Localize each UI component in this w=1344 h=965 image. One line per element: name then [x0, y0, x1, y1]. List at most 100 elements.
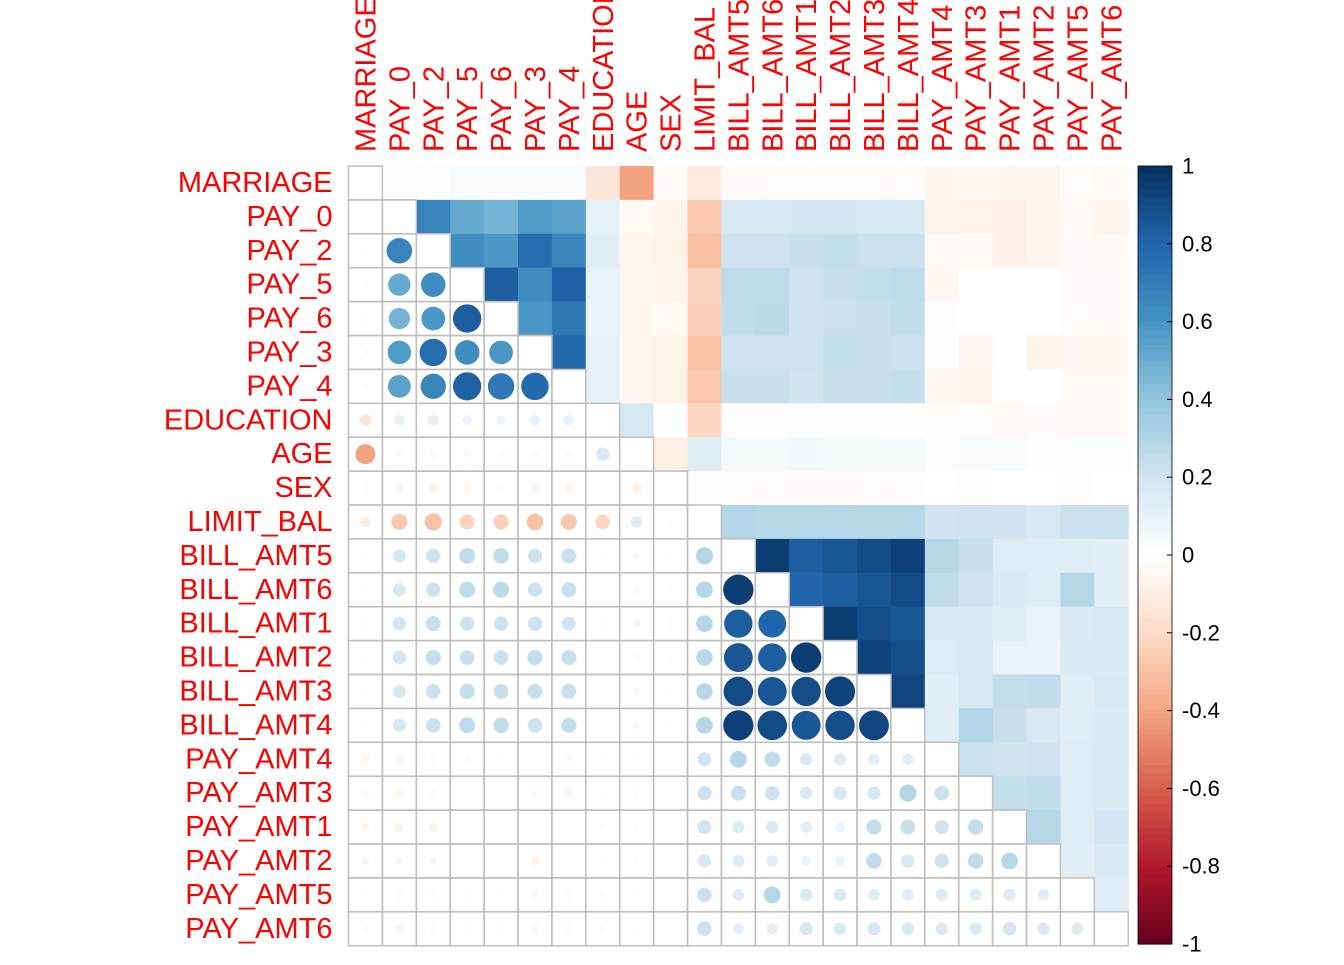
upper-cell-pay-3-bill-amt2	[823, 335, 858, 370]
row-label-education: EDUCATION	[164, 404, 333, 436]
lower-circle-pay-amt2-pay-amt4	[934, 853, 949, 869]
colorbar-swatch	[1138, 757, 1172, 766]
upper-cell-bill-amt1-bill-amt2	[823, 606, 858, 642]
colorbar-tick-label: 0.2	[1182, 465, 1213, 490]
lower-circle-pay-amt6-bill-amt5	[732, 923, 744, 935]
grid-cell	[822, 639, 858, 676]
upper-cell-pay-5-sex	[653, 267, 689, 303]
row-label-pay-0: PAY_0	[247, 201, 333, 233]
upper-cell-bill-amt3-pay-amt3	[958, 674, 994, 709]
lower-circle-pay-amt5-bill-amt1	[799, 888, 813, 902]
upper-cell-bill-amt6-pay-amt6	[1094, 572, 1129, 608]
upper-cell-limit-bal-pay-amt3	[958, 505, 994, 540]
lower-circle-limit-bal-pay-5	[459, 514, 475, 530]
upper-cell-pay-4-bill-amt4	[890, 369, 926, 404]
upper-cell-bill-amt5-pay-amt4	[924, 538, 960, 574]
lower-circle-age-education	[596, 447, 610, 461]
lower-circle-bill-amt1-age	[632, 619, 641, 628]
grid-cell	[415, 233, 451, 269]
upper-cell-pay-5-pay-amt4	[924, 267, 960, 303]
colorbar-tick-label: -0.8	[1182, 854, 1220, 879]
colorbar-swatch	[1138, 477, 1172, 486]
lower-circle-pay-amt1-pay-5	[466, 826, 468, 828]
upper-cell-marriage-pay-amt2	[1026, 166, 1061, 201]
upper-cell-pay-2-pay-amt3	[958, 233, 994, 269]
colorbar-swatch	[1138, 376, 1172, 385]
lower-circle-pay-amt2-marriage	[361, 857, 370, 865]
upper-cell-education-bill-amt3	[857, 403, 892, 438]
upper-cell-pay-amt1-pay-amt2	[1026, 810, 1061, 845]
lower-circle-pay-amt2-bill-amt1	[801, 856, 812, 866]
colorbar-swatch	[1138, 842, 1172, 852]
upper-cell-sex-bill-amt1	[789, 471, 824, 506]
upper-cell-bill-amt1-pay-amt1	[992, 606, 1028, 642]
lower-circle-pay-amt3-bill-amt3	[867, 786, 881, 800]
upper-cell-pay-3-pay-amt2	[1026, 335, 1061, 370]
upper-cell-pay-5-bill-amt6	[755, 267, 790, 303]
upper-cell-pay-5-bill-amt2	[823, 267, 858, 303]
upper-cell-limit-bal-bill-amt2	[823, 505, 858, 540]
upper-cell-pay-0-pay-2	[416, 199, 451, 235]
lower-circle-pay-0-marriage	[363, 215, 368, 219]
upper-cell-pay-0-limit-bal	[687, 199, 722, 235]
colorbar-swatch	[1138, 531, 1172, 541]
upper-cell-bill-amt3-pay-amt1	[992, 674, 1028, 709]
lower-circle-pay-amt6-pay-amt1	[1002, 921, 1017, 936]
lower-circle-bill-amt1-pay-0	[392, 616, 407, 631]
lower-circle-pay-amt6-pay-6	[498, 926, 504, 932]
column-labels: MARRIAGE PAY_0 PAY_2 PAY_5 PAY_6 PAY_3 PAY_4 ED…	[350, 0, 1128, 152]
lower-circle-bill-amt4-limit-bal	[696, 716, 713, 734]
lower-circle-pay-3-pay-2	[419, 338, 447, 367]
lower-circle-pay-amt2-pay-6	[500, 860, 502, 862]
colorbar-swatch	[1138, 881, 1172, 891]
upper-cell-marriage-bill-amt6	[755, 166, 790, 201]
lower-circle-pay-amt3-bill-amt2	[833, 786, 847, 800]
upper-cell-education-age	[619, 403, 655, 438]
upper-cell-pay-2-bill-amt6	[755, 233, 790, 269]
upper-cell-pay-0-bill-amt4	[890, 199, 926, 235]
lower-circle-pay-amt1-pay-3	[534, 826, 536, 828]
upper-cell-marriage-pay-4	[551, 166, 587, 201]
upper-cell-marriage-pay-2	[416, 166, 451, 201]
lower-circle-pay-amt5-pay-4	[565, 891, 572, 898]
lower-circle-pay-amt2-pay-3	[530, 856, 540, 866]
upper-cell-bill-amt6-pay-amt1	[992, 572, 1028, 608]
upper-cell-pay-5-education	[585, 267, 621, 303]
upper-cell-pay-2-pay-amt6	[1094, 233, 1129, 269]
upper-cell-education-bill-amt5	[721, 403, 756, 438]
lower-circle-bill-amt4-bill-amt6	[757, 710, 788, 741]
upper-cell-marriage-bill-amt2	[823, 166, 858, 201]
upper-cell-bill-amt6-bill-amt3	[857, 572, 892, 608]
lower-circle-pay-amt3-limit-bal	[697, 786, 712, 801]
lower-circle-bill-amt2-bill-amt6	[758, 643, 787, 672]
lower-circle-pay-amt2-limit-bal	[697, 854, 712, 868]
lower-circle-pay-amt3-age	[633, 790, 640, 796]
upper-cell-pay-0-bill-amt1	[789, 199, 824, 235]
grid-cell	[957, 775, 994, 811]
colorbar-swatch	[1138, 539, 1172, 548]
lower-circle-bill-amt5-age	[633, 552, 641, 560]
lower-circle-pay-amt1-education	[599, 823, 606, 831]
lower-circle-pay-3-pay-5	[454, 340, 480, 365]
upper-cell-age-limit-bal	[687, 437, 722, 472]
lower-circle-pay-3-pay-6	[489, 340, 513, 365]
lower-circle-pay-4-pay-5	[453, 372, 482, 401]
upper-cell-pay-6-bill-amt6	[755, 301, 790, 337]
lower-circle-pay-amt4-marriage	[361, 755, 370, 764]
grid-cell	[890, 707, 926, 744]
lower-circle-bill-amt3-pay-5	[459, 683, 475, 700]
lower-circle-bill-amt6-pay-4	[561, 582, 577, 598]
upper-cell-pay-4-bill-amt6	[755, 369, 790, 404]
lower-circle-bill-amt6-pay-2	[426, 582, 441, 597]
upper-cell-bill-amt1-pay-amt6	[1094, 606, 1129, 642]
lower-circle-pay-amt2-pay-2	[429, 857, 438, 865]
colorbar-swatch	[1138, 344, 1172, 354]
upper-cell-marriage-education	[585, 166, 621, 201]
lower-circle-pay-amt3-pay-5	[466, 792, 468, 794]
lower-circle-pay-amt1-bill-amt3	[866, 819, 882, 835]
colorbar-swatch	[1138, 516, 1172, 525]
upper-cell-pay-5-pay-amt3	[958, 267, 994, 303]
upper-cell-pay-3-pay-amt6	[1094, 335, 1129, 370]
lower-circle-pay-amt6-pay-amt2	[1037, 922, 1050, 935]
